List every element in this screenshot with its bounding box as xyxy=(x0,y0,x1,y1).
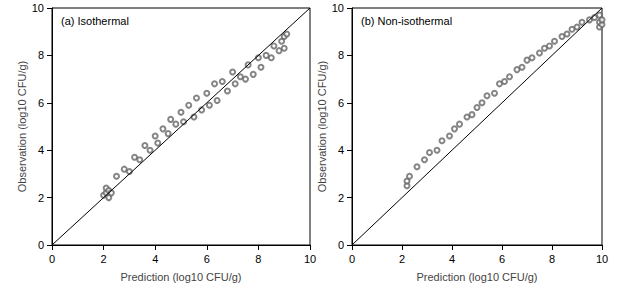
svg-text:0: 0 xyxy=(49,253,55,265)
svg-text:2: 2 xyxy=(38,192,44,204)
svg-text:2: 2 xyxy=(338,192,344,204)
svg-text:6: 6 xyxy=(338,97,344,109)
svg-text:4: 4 xyxy=(338,144,344,156)
svg-text:Prediction (log10 CFU/g): Prediction (log10 CFU/g) xyxy=(120,271,241,283)
svg-text:10: 10 xyxy=(304,253,316,265)
svg-text:10: 10 xyxy=(596,253,608,265)
svg-text:0: 0 xyxy=(349,253,355,265)
svg-text:2: 2 xyxy=(101,253,107,265)
svg-text:Prediction (log10 CFU/g): Prediction (log10 CFU/g) xyxy=(416,271,537,283)
svg-text:8: 8 xyxy=(255,253,261,265)
svg-text:0: 0 xyxy=(38,239,44,251)
svg-text:6: 6 xyxy=(204,253,210,265)
svg-text:Observation (log10 CFU/g): Observation (log10 CFU/g) xyxy=(316,61,328,192)
svg-text:0: 0 xyxy=(338,239,344,251)
svg-text:10: 10 xyxy=(32,2,44,14)
svg-text:4: 4 xyxy=(152,253,158,265)
svg-text:8: 8 xyxy=(549,253,555,265)
svg-text:6: 6 xyxy=(38,97,44,109)
svg-text:8: 8 xyxy=(38,49,44,61)
svg-text:8: 8 xyxy=(338,49,344,61)
svg-text:6: 6 xyxy=(499,253,505,265)
svg-text:Observation (log10 CFU/g): Observation (log10 CFU/g) xyxy=(16,61,28,192)
svg-text:10: 10 xyxy=(332,2,344,14)
svg-text:(b) Non-isothermal: (b) Non-isothermal xyxy=(361,15,452,27)
svg-text:4: 4 xyxy=(38,144,44,156)
svg-text:(a) Isothermal: (a) Isothermal xyxy=(61,15,129,27)
svg-text:2: 2 xyxy=(399,253,405,265)
svg-text:4: 4 xyxy=(449,253,455,265)
